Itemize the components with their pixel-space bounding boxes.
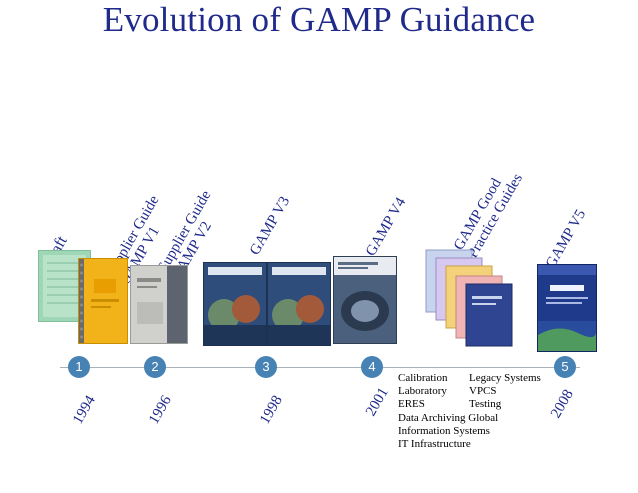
category-item: Testing xyxy=(469,398,502,411)
milestone-3: 3 xyxy=(255,356,277,378)
book-stack-gpg-art xyxy=(425,249,513,347)
category-item: ERES xyxy=(398,398,425,411)
year-1998: 1998 xyxy=(257,393,286,427)
milestone-5: 5 xyxy=(554,356,576,378)
book-gamp-v5-art xyxy=(538,265,597,351)
category-item: Legacy Systems xyxy=(469,372,541,384)
category-item: Information Systems xyxy=(398,424,490,437)
label-gamp-v3: GAMP V3 xyxy=(247,194,294,258)
book-gamp-v3-b-art xyxy=(268,267,330,345)
book-gamp-v1 xyxy=(78,258,128,344)
category-row: Calibration Legacy Systems xyxy=(398,372,541,385)
milestone-2: 2 xyxy=(144,356,166,378)
year-1996: 1996 xyxy=(146,393,175,427)
book-gamp-v3-b xyxy=(267,262,331,346)
book-gamp-v4 xyxy=(333,256,397,344)
guide-categories: Calibration Legacy Systems Laboratory VP… xyxy=(398,372,541,451)
category-row: Laboratory VPCS xyxy=(398,385,541,398)
category-item: IT Infrastructure xyxy=(398,438,471,451)
book-gamp-v3-a xyxy=(203,262,267,346)
book-stack-gpg xyxy=(420,248,520,356)
category-item: VPCS xyxy=(469,385,497,398)
label-gamp-v4: GAMP V4 xyxy=(363,195,410,259)
milestone-1: 1 xyxy=(68,356,90,378)
year-2001: 2001 xyxy=(363,385,392,419)
label-gamp-v5: GAMP V5 xyxy=(543,207,590,271)
page-title: Evolution of GAMP Guidance xyxy=(102,0,536,39)
book-gamp-v5 xyxy=(537,264,597,352)
book-gamp-v2-art xyxy=(137,266,187,343)
book-gamp-v3-a-art xyxy=(204,267,266,345)
milestone-4: 4 xyxy=(361,356,383,378)
book-gamp-v4-art xyxy=(334,257,396,331)
category-row: ERES Testing xyxy=(398,398,541,411)
year-2008: 2008 xyxy=(548,387,577,421)
category-item: Laboratory xyxy=(398,385,447,398)
label-gamp-gpg: GAMP Good Practice Guides xyxy=(451,163,526,261)
timeline-line xyxy=(60,367,580,368)
category-item: Calibration xyxy=(398,372,448,384)
year-1994: 1994 xyxy=(70,393,99,427)
category-item: Data Archiving Global xyxy=(398,411,499,424)
book-gamp-v2 xyxy=(130,265,188,344)
book-gamp-v1-art xyxy=(79,259,119,343)
